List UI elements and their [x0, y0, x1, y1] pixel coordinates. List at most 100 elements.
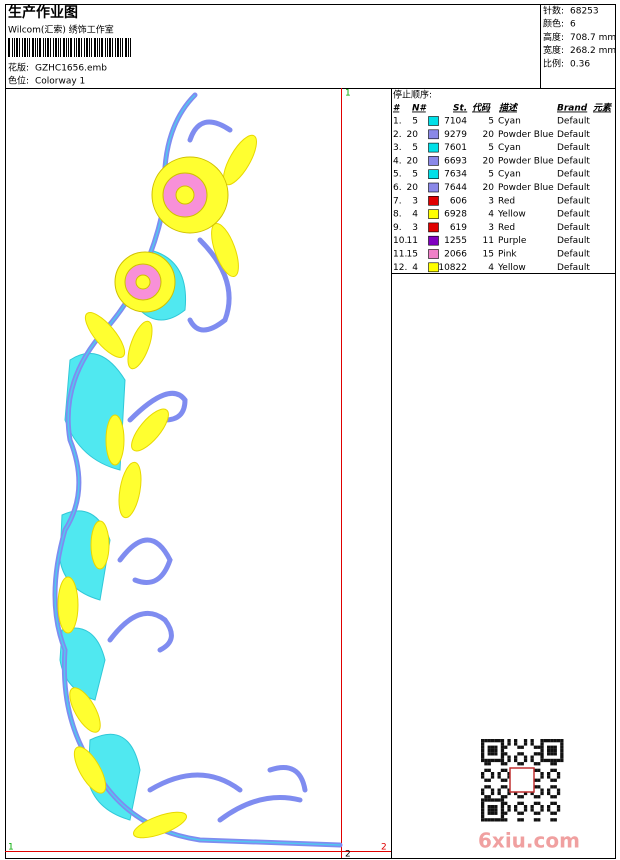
code: 20 — [483, 156, 495, 166]
qr-module — [523, 805, 528, 809]
qr-module — [550, 748, 554, 753]
description: Cyan — [498, 170, 521, 180]
qr-module — [550, 752, 554, 756]
qr-module — [500, 795, 505, 799]
qr-module — [517, 811, 521, 815]
qr-module — [487, 808, 491, 812]
brand: Default — [557, 117, 590, 127]
file-label: 花版: — [8, 62, 29, 74]
barcode-bar — [89, 38, 90, 57]
qr-module — [504, 762, 508, 766]
qr-module — [497, 798, 501, 802]
qr-module — [556, 805, 561, 809]
color-swatch — [428, 169, 439, 179]
qr-module — [484, 762, 488, 766]
row-index: 11. — [393, 250, 407, 260]
qr-module — [537, 768, 541, 772]
description: Red — [498, 223, 515, 233]
file-name: GZHC1656.emb — [35, 64, 107, 74]
barcode-bar — [37, 38, 38, 57]
barcode-bar — [117, 38, 119, 57]
qr-module — [560, 742, 564, 746]
qr-module — [540, 748, 544, 753]
qr-module — [487, 778, 491, 782]
column-header: 代码 — [472, 103, 491, 114]
marker: 2 — [345, 850, 351, 860]
qr-module — [540, 788, 544, 792]
row-index: 6. — [393, 183, 402, 193]
code: 15 — [483, 250, 494, 260]
barcode-bar — [76, 38, 77, 57]
row-index: 5. — [393, 170, 402, 180]
qr-module — [500, 811, 505, 815]
qr-module — [533, 778, 538, 782]
qr-module — [500, 752, 505, 756]
qr-module — [500, 814, 505, 819]
barcode-bar — [120, 38, 121, 57]
needle: 15 — [407, 250, 418, 260]
qr-module — [533, 818, 538, 822]
qr-module — [504, 778, 508, 782]
qr-module — [547, 748, 551, 753]
qr-module — [553, 818, 557, 822]
code: 4 — [488, 263, 494, 273]
watermark: 6xiu.com — [478, 829, 580, 853]
qr-module — [500, 801, 505, 805]
row-index: 7. — [393, 196, 402, 206]
column-header: Brand — [557, 104, 588, 114]
qr-module — [553, 745, 557, 749]
qr-module — [520, 818, 524, 822]
needle: 20 — [407, 156, 419, 166]
qr-module — [556, 775, 561, 779]
description: Red — [498, 196, 515, 206]
qr-module — [520, 801, 524, 805]
qr-module — [507, 742, 511, 746]
qr-module — [560, 748, 564, 753]
qr-module — [556, 739, 561, 743]
qr-module — [530, 739, 534, 743]
qr-module — [487, 785, 491, 789]
qr-module — [490, 772, 495, 776]
qr-module — [543, 739, 547, 743]
color-swatch — [428, 182, 439, 193]
needle: 4 — [412, 263, 418, 273]
qr-module — [547, 788, 551, 792]
qr-module — [547, 772, 551, 776]
qr-module — [537, 818, 541, 822]
barcode-bar — [115, 38, 116, 57]
qr-module — [487, 805, 491, 809]
barcode-bar — [29, 38, 30, 57]
qr-module — [481, 758, 485, 763]
qr-module — [481, 818, 485, 822]
qr-module — [533, 801, 538, 805]
qr-module — [490, 808, 495, 812]
qr-module — [547, 808, 551, 812]
qr-module — [547, 791, 551, 796]
qr-module — [514, 791, 518, 796]
qr-module — [481, 772, 485, 776]
description: Pink — [498, 250, 517, 260]
row-index: 4. — [393, 156, 402, 166]
qr-module — [487, 811, 491, 815]
barcode-bar — [112, 38, 113, 57]
qr-module — [520, 745, 524, 749]
qr-module — [537, 778, 541, 782]
barcode-bar — [74, 38, 75, 57]
embroidery-design — [52, 92, 343, 848]
qr-module — [517, 801, 521, 805]
qr-module — [507, 775, 511, 779]
qr-module — [494, 758, 498, 763]
code: 11 — [483, 236, 494, 246]
qr-module — [547, 745, 551, 749]
qr-module — [523, 755, 528, 759]
qr-module — [560, 758, 564, 763]
barcode-bar — [109, 38, 111, 57]
qr-module — [523, 808, 528, 812]
qr-module — [487, 758, 491, 763]
barcode-bar — [27, 38, 28, 57]
qr-module — [481, 752, 485, 756]
qr-module — [540, 745, 544, 749]
barcode-bar — [58, 38, 59, 57]
qr-module — [481, 745, 485, 749]
